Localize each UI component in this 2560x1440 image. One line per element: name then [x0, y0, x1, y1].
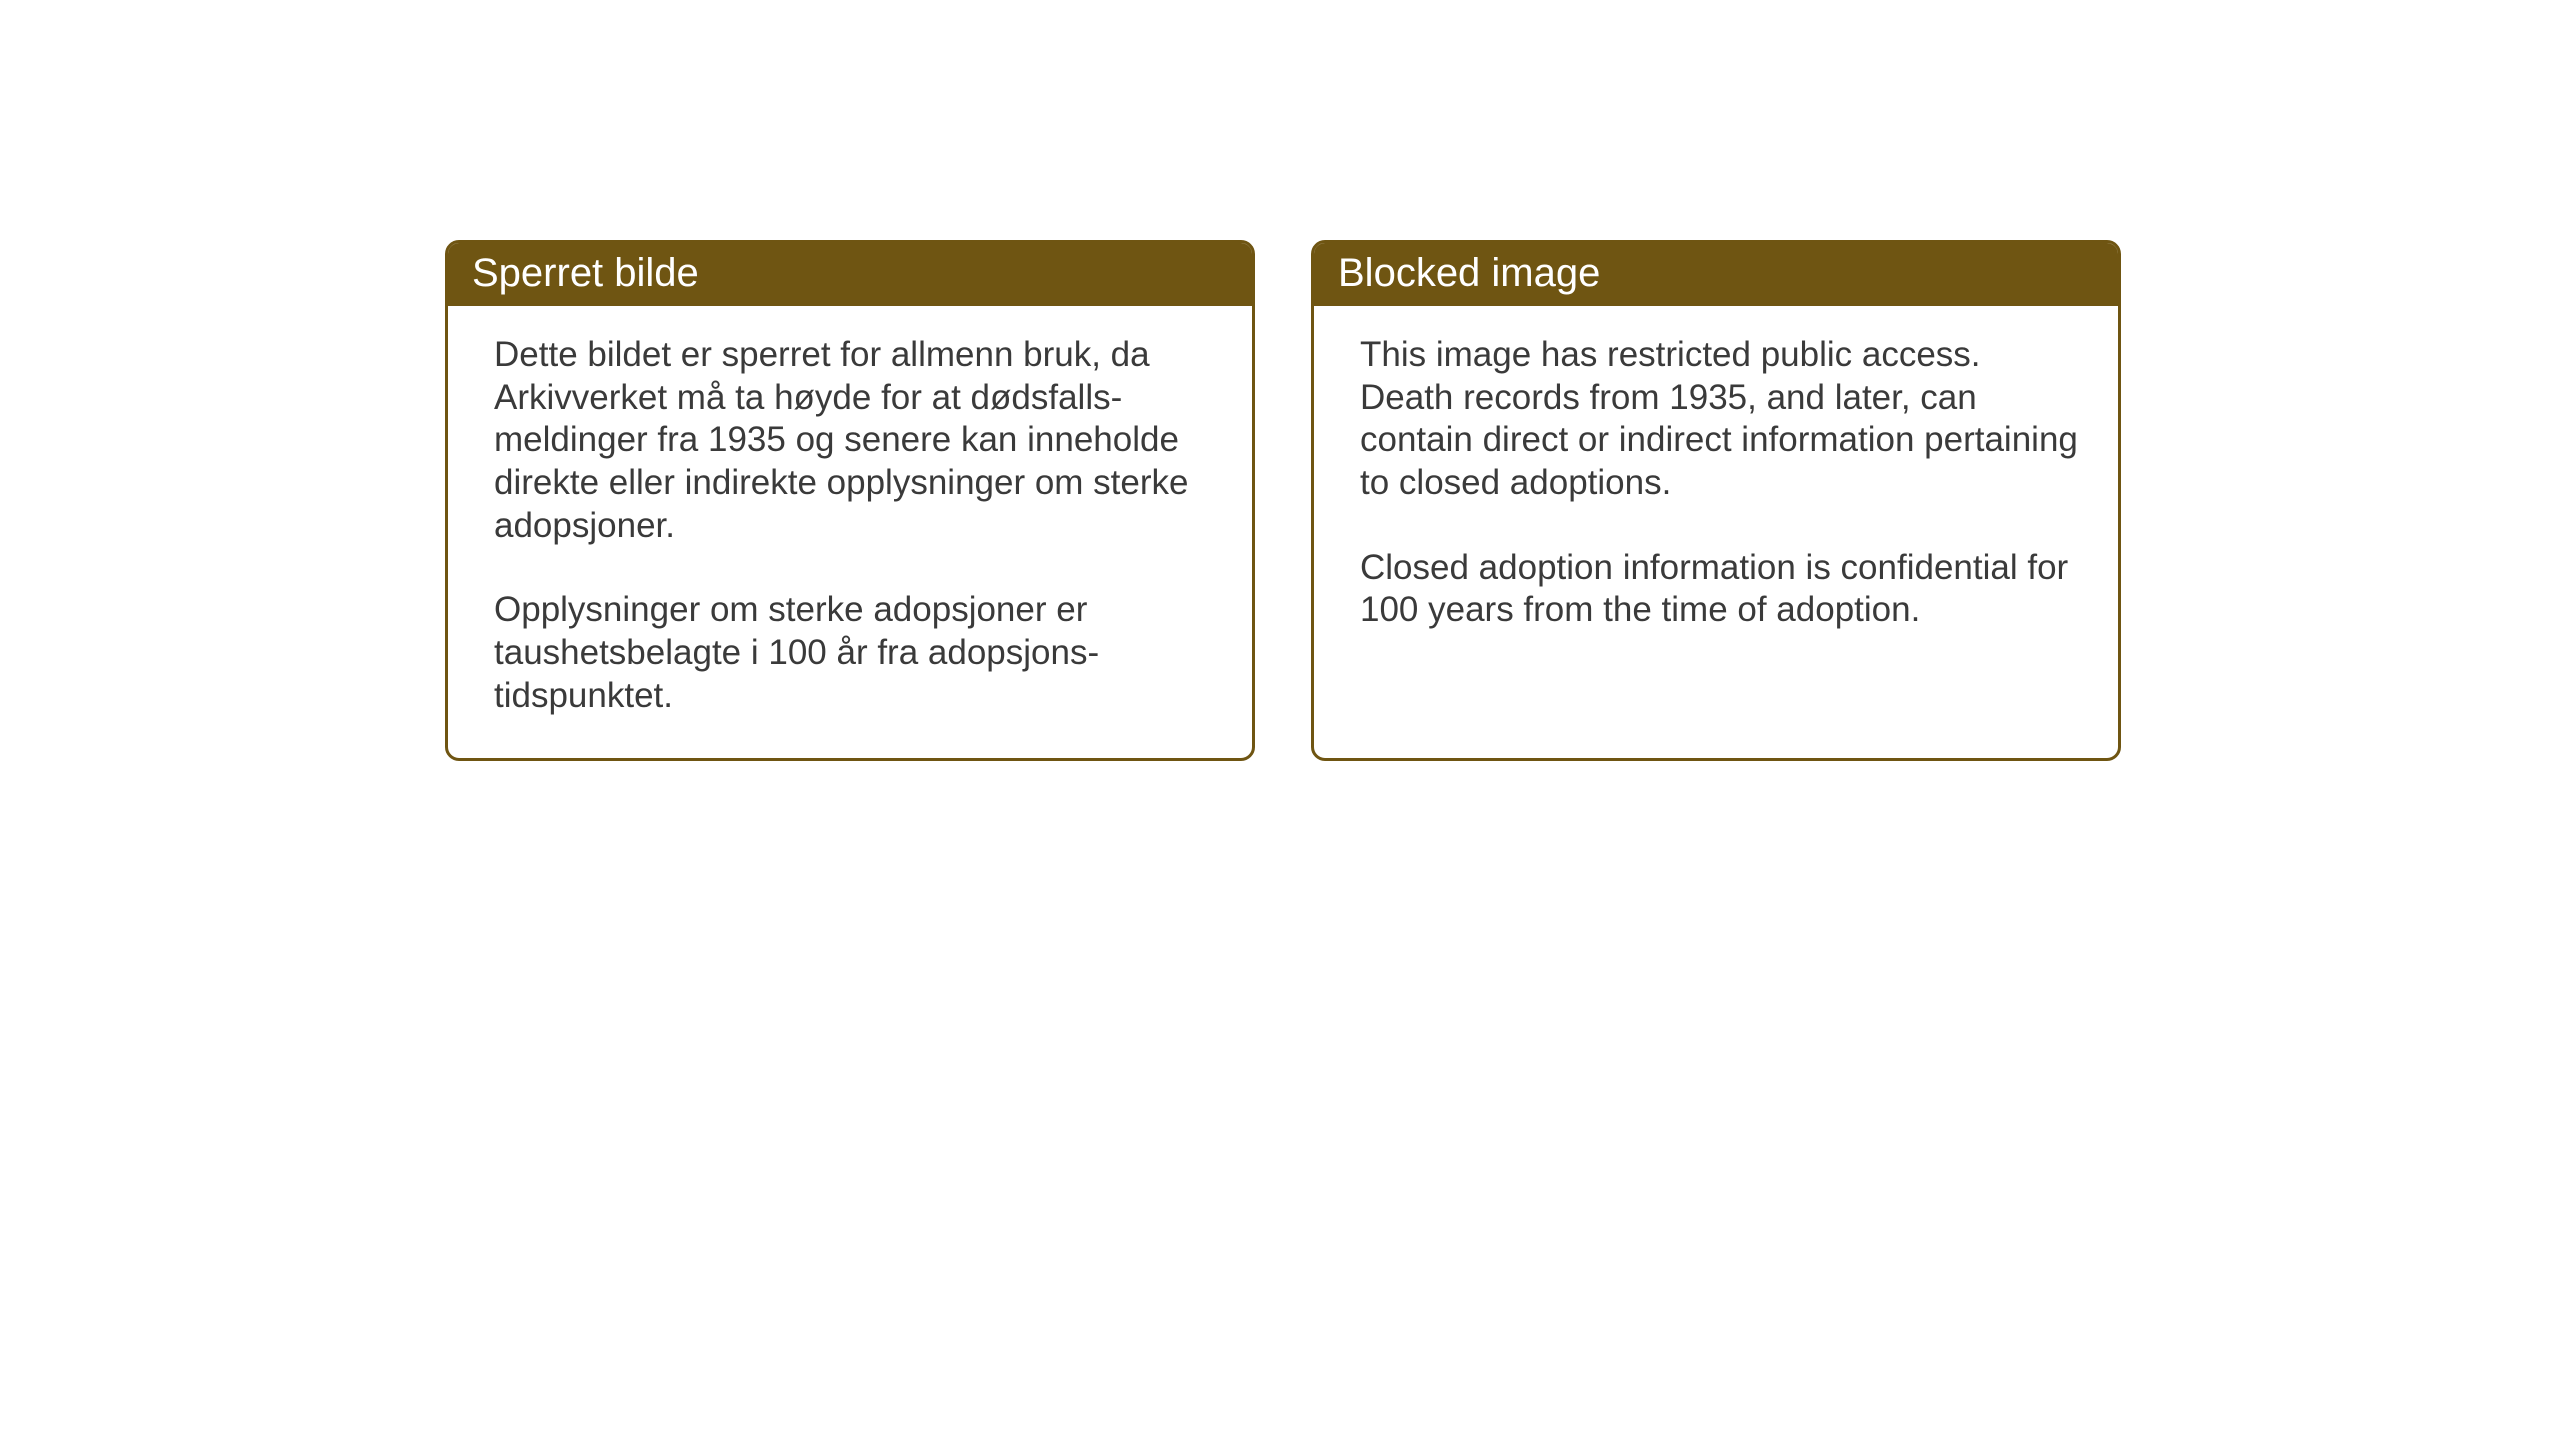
- notice-card-english: Blocked image This image has restricted …: [1311, 240, 2121, 761]
- card-header-english: Blocked image: [1314, 243, 2118, 306]
- card-header-norwegian: Sperret bilde: [448, 243, 1252, 306]
- card-title-english: Blocked image: [1338, 251, 1600, 295]
- card-paragraph-1-norwegian: Dette bildet er sperret for allmenn bruk…: [494, 334, 1212, 547]
- card-title-norwegian: Sperret bilde: [472, 251, 699, 295]
- card-body-english: This image has restricted public access.…: [1314, 306, 2118, 672]
- card-paragraph-1-english: This image has restricted public access.…: [1360, 334, 2078, 505]
- card-paragraph-2-norwegian: Opplysninger om sterke adopsjoner er tau…: [494, 589, 1212, 717]
- card-paragraph-2-english: Closed adoption information is confident…: [1360, 547, 2078, 632]
- card-body-norwegian: Dette bildet er sperret for allmenn bruk…: [448, 306, 1252, 758]
- notice-card-norwegian: Sperret bilde Dette bildet er sperret fo…: [445, 240, 1255, 761]
- notice-container: Sperret bilde Dette bildet er sperret fo…: [445, 240, 2121, 761]
